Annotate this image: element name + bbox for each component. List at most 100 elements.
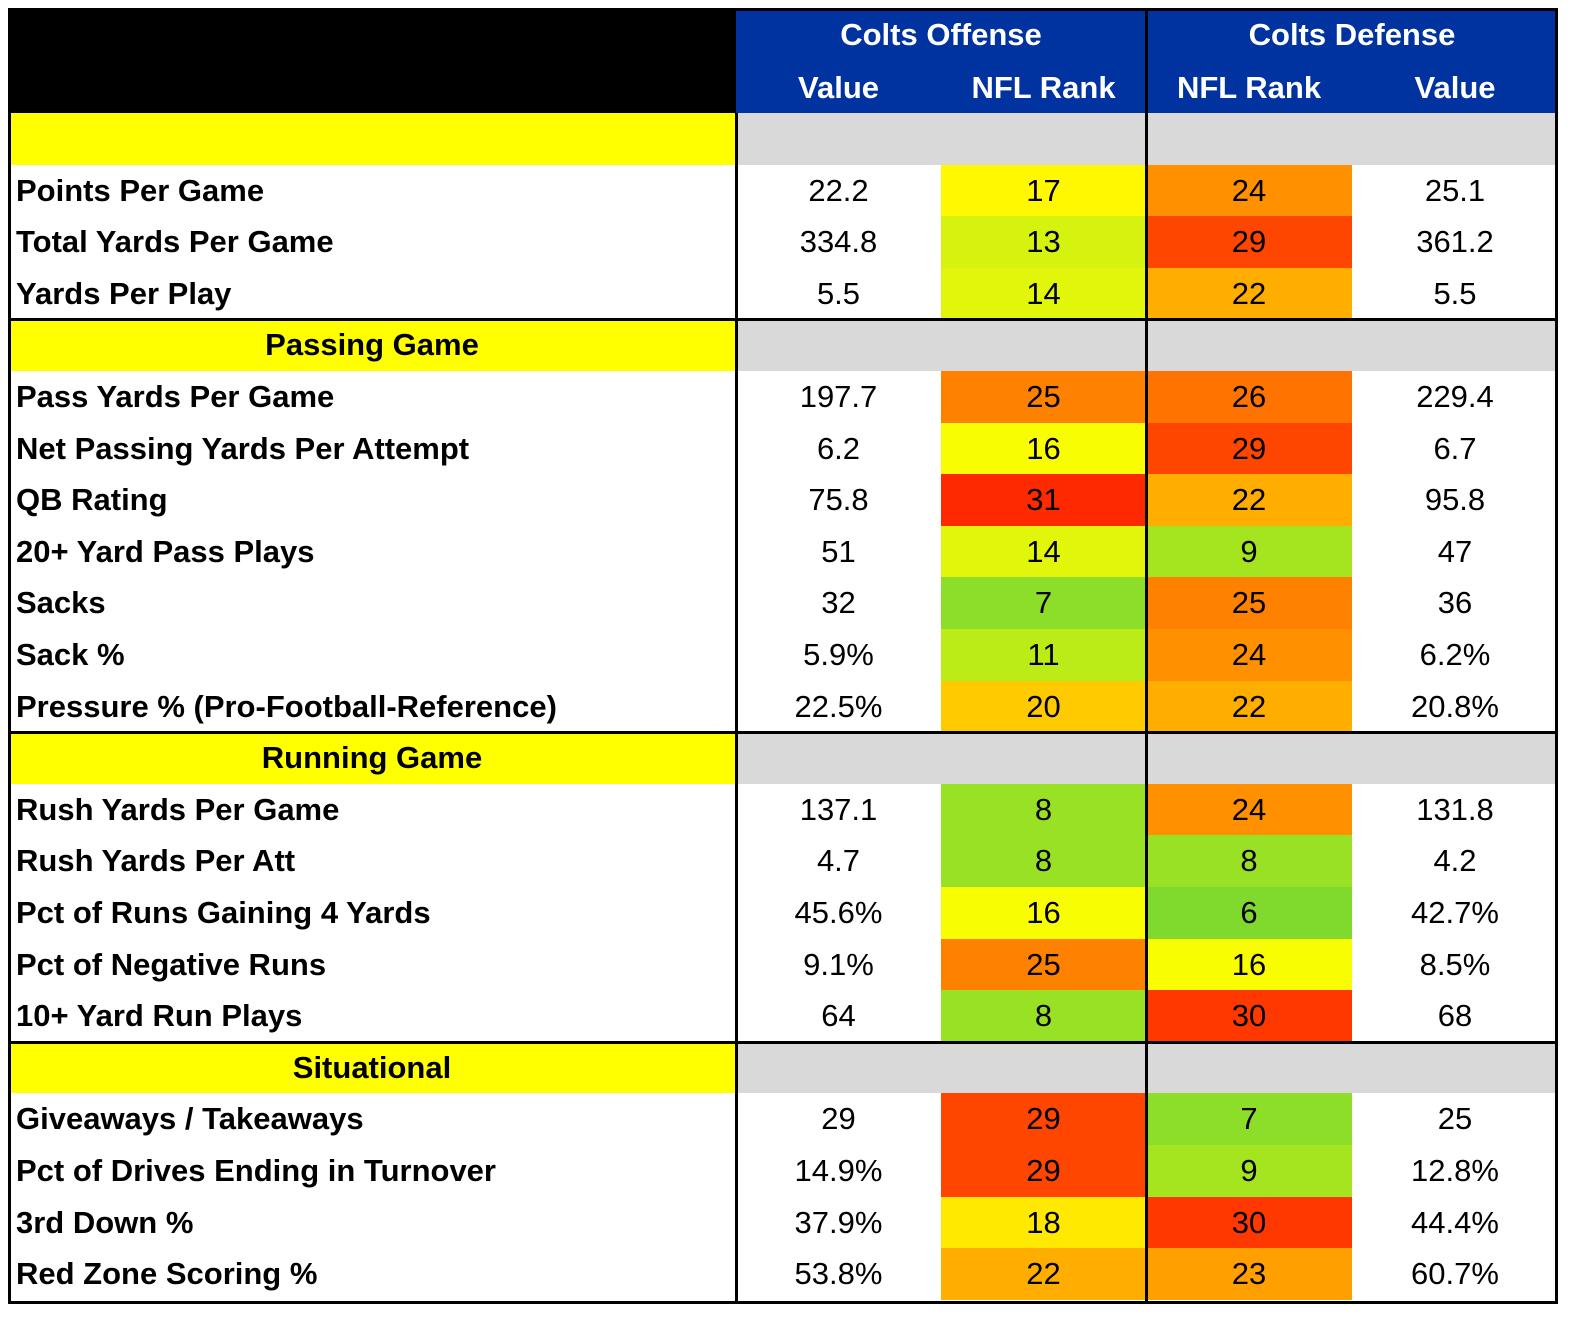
offense-value: 22.2 xyxy=(808,172,869,208)
defense-rank: 25 xyxy=(1146,577,1352,629)
stat-label: Sacks xyxy=(16,585,106,620)
divider-offense-defense xyxy=(1145,8,1148,1304)
section-title: Situational xyxy=(8,1042,736,1093)
offense-value: 32 xyxy=(821,585,856,620)
defense-value: 60.7% xyxy=(1411,1256,1499,1291)
defense-rank: 29 xyxy=(1146,423,1352,474)
offense-value: 334.8 xyxy=(799,224,878,259)
offense-value: 137.1 xyxy=(799,791,878,827)
stat-label: 3rd Down % xyxy=(16,1204,194,1240)
stat-label: 10+ Yard Run Plays xyxy=(16,998,303,1033)
defense-value: 4.2 xyxy=(1433,843,1477,878)
offense-rank: 18 xyxy=(941,1197,1146,1248)
offense-rank: 25 xyxy=(941,371,1146,423)
section-divider xyxy=(8,731,1558,734)
offense-value: 45.6% xyxy=(794,895,883,930)
col-header-offense-value: Value xyxy=(736,62,941,113)
defense-rank: 16 xyxy=(1146,939,1352,990)
defense-rank: 8 xyxy=(1146,835,1352,887)
stat-label: Rush Yards Per Att xyxy=(16,843,296,878)
offense-value: 22.5% xyxy=(794,688,883,724)
offense-value: 197.7 xyxy=(799,379,878,414)
defense-value: 25 xyxy=(1437,1101,1473,1136)
defense-rank: 22 xyxy=(1146,681,1352,732)
col-header-offense-rank: NFL Rank xyxy=(941,62,1146,113)
offense-rank: 14 xyxy=(941,526,1146,577)
defense-value: 6.2% xyxy=(1419,637,1491,672)
defense-rank: 29 xyxy=(1146,216,1352,268)
defense-rank: 26 xyxy=(1146,371,1352,423)
defense-value: 8.5% xyxy=(1419,946,1491,982)
offense-rank: 8 xyxy=(941,784,1146,835)
defense-rank: 24 xyxy=(1146,165,1352,216)
col-header-defense-value: Value xyxy=(1352,62,1558,113)
offense-value: 9.1% xyxy=(803,946,874,982)
stat-label: Pct of Drives Ending in Turnover xyxy=(16,1153,496,1188)
defense-rank: 30 xyxy=(1146,990,1352,1042)
offense-rank: 8 xyxy=(941,990,1146,1042)
offense-rank: 16 xyxy=(941,423,1146,474)
offense-value: 29 xyxy=(821,1101,856,1136)
section-title: Passing Game xyxy=(8,319,736,371)
stat-label: Pass Yards Per Game xyxy=(16,379,335,414)
stat-label: Pressure % (Pro-Football-Reference) xyxy=(16,688,557,724)
defense-value: 20.8% xyxy=(1411,688,1499,724)
stat-label: Total Yards Per Game xyxy=(16,224,334,259)
defense-rank: 9 xyxy=(1146,526,1352,577)
defense-value: 5.5 xyxy=(1433,275,1477,311)
stat-label: Sack % xyxy=(16,637,125,672)
defense-value: 68 xyxy=(1437,998,1473,1033)
offense-rank: 31 xyxy=(941,474,1146,526)
offense-value: 5.5 xyxy=(816,275,861,311)
defense-rank: 22 xyxy=(1146,268,1352,319)
defense-value: 25.1 xyxy=(1424,172,1486,208)
offense-rank: 17 xyxy=(941,165,1146,216)
defense-value: 229.4 xyxy=(1416,379,1494,414)
stat-label: 20+ Yard Pass Plays xyxy=(16,533,315,569)
offense-rank: 14 xyxy=(941,268,1146,319)
stat-label: Rush Yards Per Game xyxy=(16,791,340,827)
offense-rank: 29 xyxy=(941,1145,1146,1197)
defense-rank: 24 xyxy=(1146,784,1352,835)
defense-rank: 7 xyxy=(1146,1093,1352,1145)
offense-value: 6.2 xyxy=(816,430,861,466)
offense-value: 14.9% xyxy=(794,1153,883,1188)
offense-rank: 22 xyxy=(941,1248,1146,1300)
section-title-empty xyxy=(8,113,736,165)
offense-title: Colts Offense xyxy=(736,8,1146,62)
stat-label: Giveaways / Takeaways xyxy=(16,1101,364,1136)
divider-label xyxy=(735,113,738,1304)
defense-value: 42.7% xyxy=(1411,895,1499,930)
section-divider xyxy=(8,1041,1558,1044)
stat-label: QB Rating xyxy=(16,482,168,517)
col-header-defense-rank: NFL Rank xyxy=(1146,62,1352,113)
defense-value: 47 xyxy=(1437,533,1473,569)
defense-value: 131.8 xyxy=(1416,791,1494,827)
defense-rank: 22 xyxy=(1146,474,1352,526)
defense-value: 95.8 xyxy=(1424,482,1486,517)
offense-value: 64 xyxy=(821,998,856,1033)
offense-value: 37.9% xyxy=(794,1204,883,1240)
offense-rank: 8 xyxy=(941,835,1146,887)
defense-title: Colts Defense xyxy=(1146,8,1558,62)
offense-value: 51 xyxy=(821,533,856,569)
stat-label: Points Per Game xyxy=(16,172,265,208)
offense-value: 75.8 xyxy=(808,482,869,517)
defense-rank: 6 xyxy=(1146,887,1352,939)
offense-value: 4.7 xyxy=(816,843,861,878)
offense-value: 5.9% xyxy=(803,637,874,672)
stat-label: Red Zone Scoring % xyxy=(16,1256,318,1291)
defense-value: 12.8% xyxy=(1411,1153,1499,1188)
section-title: Running Game xyxy=(8,732,736,784)
stat-label: Net Passing Yards Per Attempt xyxy=(16,430,470,466)
defense-rank: 30 xyxy=(1146,1197,1352,1248)
offense-rank: 20 xyxy=(941,681,1146,732)
defense-rank: 24 xyxy=(1146,629,1352,681)
stat-label: Pct of Runs Gaining 4 Yards xyxy=(16,895,431,930)
offense-value: 53.8% xyxy=(794,1256,883,1291)
header-black-block xyxy=(8,8,736,113)
defense-value: 36 xyxy=(1437,585,1473,620)
stat-label: Pct of Negative Runs xyxy=(16,946,327,982)
offense-rank: 13 xyxy=(941,216,1146,268)
defense-rank: 9 xyxy=(1146,1145,1352,1197)
